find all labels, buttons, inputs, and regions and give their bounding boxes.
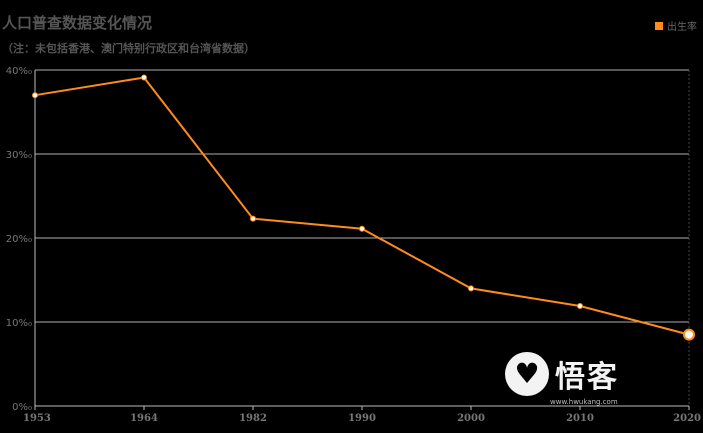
y-tick-label: 20%₀: [6, 234, 32, 245]
x-tick-label: 2010: [566, 413, 594, 424]
x-tick-label: 1953: [23, 413, 51, 424]
x-tick-label: 2020: [673, 413, 701, 424]
legend-label: 出生率: [667, 22, 697, 33]
data-point: [683, 328, 695, 341]
watermark-sub: www.hwukang.com: [550, 398, 618, 406]
x-tick-label: 1964: [130, 413, 158, 424]
data-point: [141, 74, 147, 81]
chart-title: 人口普查数据变化情况: [2, 14, 153, 32]
x-tick-label: 2000: [457, 413, 485, 424]
data-point: [577, 303, 583, 310]
y-tick-label: 30%₀: [6, 150, 32, 161]
y-tick-label: 40%₀: [6, 66, 32, 77]
watermark-text: 悟客: [555, 360, 619, 395]
chart-subtitle: （注：未包括香港、澳门特别行政区和台湾省数据）: [2, 42, 255, 55]
data-point: [250, 215, 256, 222]
legend-swatch: [655, 21, 663, 30]
x-tick-label: 1982: [239, 413, 267, 424]
data-point: [468, 285, 474, 292]
data-point: [32, 92, 38, 99]
legend[interactable]: 出生率: [655, 18, 697, 33]
y-tick-label: 0%₀: [12, 402, 32, 413]
y-tick-label: 10%₀: [6, 318, 32, 329]
heart-icon: ♥: [505, 352, 549, 396]
watermark: ♥ 悟客: [505, 352, 619, 396]
x-tick-label: 1990: [348, 413, 376, 424]
data-point: [359, 225, 365, 232]
series-line: [34, 76, 690, 336]
